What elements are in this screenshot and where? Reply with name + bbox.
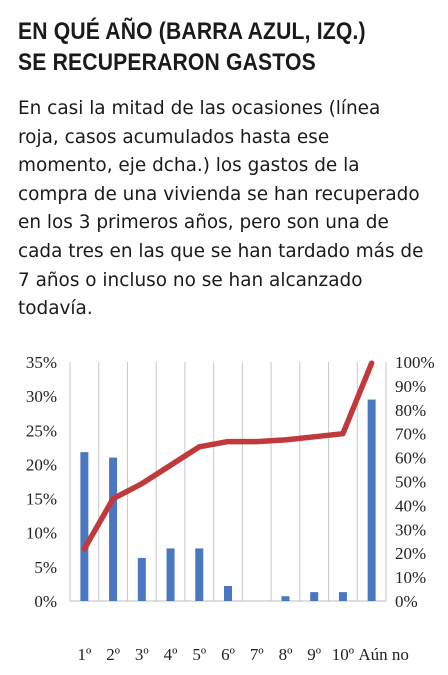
bar [338,592,347,601]
x-axis-tick-label: 9º [307,645,321,664]
left-axis-tick-label: 30% [26,387,57,406]
right-axis-tick-label: 80% [395,401,426,420]
chart-description: En casi la mitad de las ocasiones (línea… [18,97,424,320]
bar [166,548,175,601]
right-axis-tick-label: 50% [395,473,426,492]
right-axis-tick-label: 60% [395,449,426,468]
left-axis-ticks: 0% 5% 10% 15% 20% 25% 30% 35% [26,353,57,611]
left-axis-tick-label: 25% [26,421,57,440]
right-axis-tick-label: 0% [395,592,418,611]
x-axis-tick-label: 2º [106,645,120,664]
left-axis-tick-label: 0% [34,592,57,611]
cumulative-line [81,360,375,552]
x-axis-tick-label: 3º [135,645,149,664]
left-axis-tick-label: 15% [26,490,57,509]
bar-series [80,399,376,601]
left-axis-tick-label: 10% [26,524,57,543]
chart-title-line1: EN QUÉ AÑO (BARRA AZUL, IZQ.) [18,18,366,45]
left-axis-tick-label: 5% [34,558,57,577]
bar [281,596,290,601]
line-series [81,360,375,552]
bar [224,585,232,601]
left-axis-tick-label: 20% [26,455,57,474]
chart-grid [69,362,387,602]
right-axis-tick-label: 40% [395,496,426,515]
bar [137,557,146,601]
bar [367,399,376,601]
right-axis-tick-label: 30% [395,520,426,539]
x-axis-ticks: 1º 2º 3º 4º 5º 6º 7º 8º 9º 10º Aún no [77,645,408,664]
right-axis-tick-label: 100% [395,353,435,372]
right-axis-ticks: 0% 10% 20% 30% 40% 50% 60% 70% 80% 90% 100% [395,353,435,611]
x-axis-tick-label: 1º [77,645,91,664]
x-axis-tick-label: 8º [279,645,293,664]
chart-title-line2: SE RECUPERARON GASTOS [18,49,316,76]
right-axis-tick-label: 20% [395,544,426,563]
x-axis-tick-label: 4º [164,645,178,664]
right-axis-tick-label: 70% [395,425,426,444]
x-axis-tick-label: 5º [192,645,206,664]
left-axis-tick-label: 35% [26,353,57,372]
x-axis-tick-label: 7º [250,645,264,664]
bar [109,457,118,601]
combo-chart: 0% 5% 10% 15% 20% 25% 30% 35% 0% 10% 20% 30% 40% 50%… [26,353,435,664]
right-axis-tick-label: 90% [395,377,426,396]
x-axis-tick-label: 6º [221,645,235,664]
x-axis-tick-label: 10º [332,645,354,664]
chart-title: EN QUÉ AÑO (BARRA AZUL, IZQ.) SE RECUPER… [18,16,388,78]
bar [310,592,319,601]
bar [80,452,89,601]
x-axis-tick-label: Aún no [358,645,409,664]
bar [195,548,204,601]
right-axis-tick-label: 10% [395,568,426,587]
